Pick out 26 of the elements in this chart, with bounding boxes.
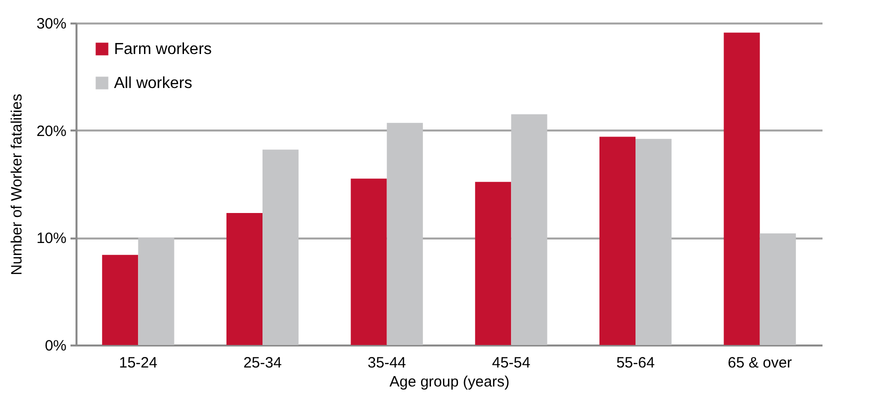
bar [386,122,423,345]
bar [760,233,796,345]
y-axis-title: Number of Worker fatalities [8,94,26,276]
legend-label: All workers [114,75,192,92]
x-tick-label: 55-64 [616,354,655,372]
x-tick-label: 65 & over [728,354,792,372]
bar [138,238,174,345]
bar [226,212,262,345]
x-tick-label: 45-54 [492,354,530,372]
x-tick-label: 15-24 [118,354,158,372]
x-axis-title: Age group (years) [389,374,510,390]
bar [511,114,548,345]
y-tick-label: 10% [36,230,66,248]
y-tick-label: 20% [36,122,66,140]
bar [724,32,760,345]
bar [262,150,299,345]
bar [350,178,387,345]
bar [599,136,636,345]
bar [636,138,672,345]
y-tick-label: 0% [44,338,66,354]
bar [475,182,512,345]
x-tick-label: 25-34 [243,354,282,372]
x-tick-label: 35-44 [368,354,406,372]
y-tick-label: 30% [36,16,66,32]
bar [102,254,138,345]
legend-label: Farm workers [114,41,212,58]
